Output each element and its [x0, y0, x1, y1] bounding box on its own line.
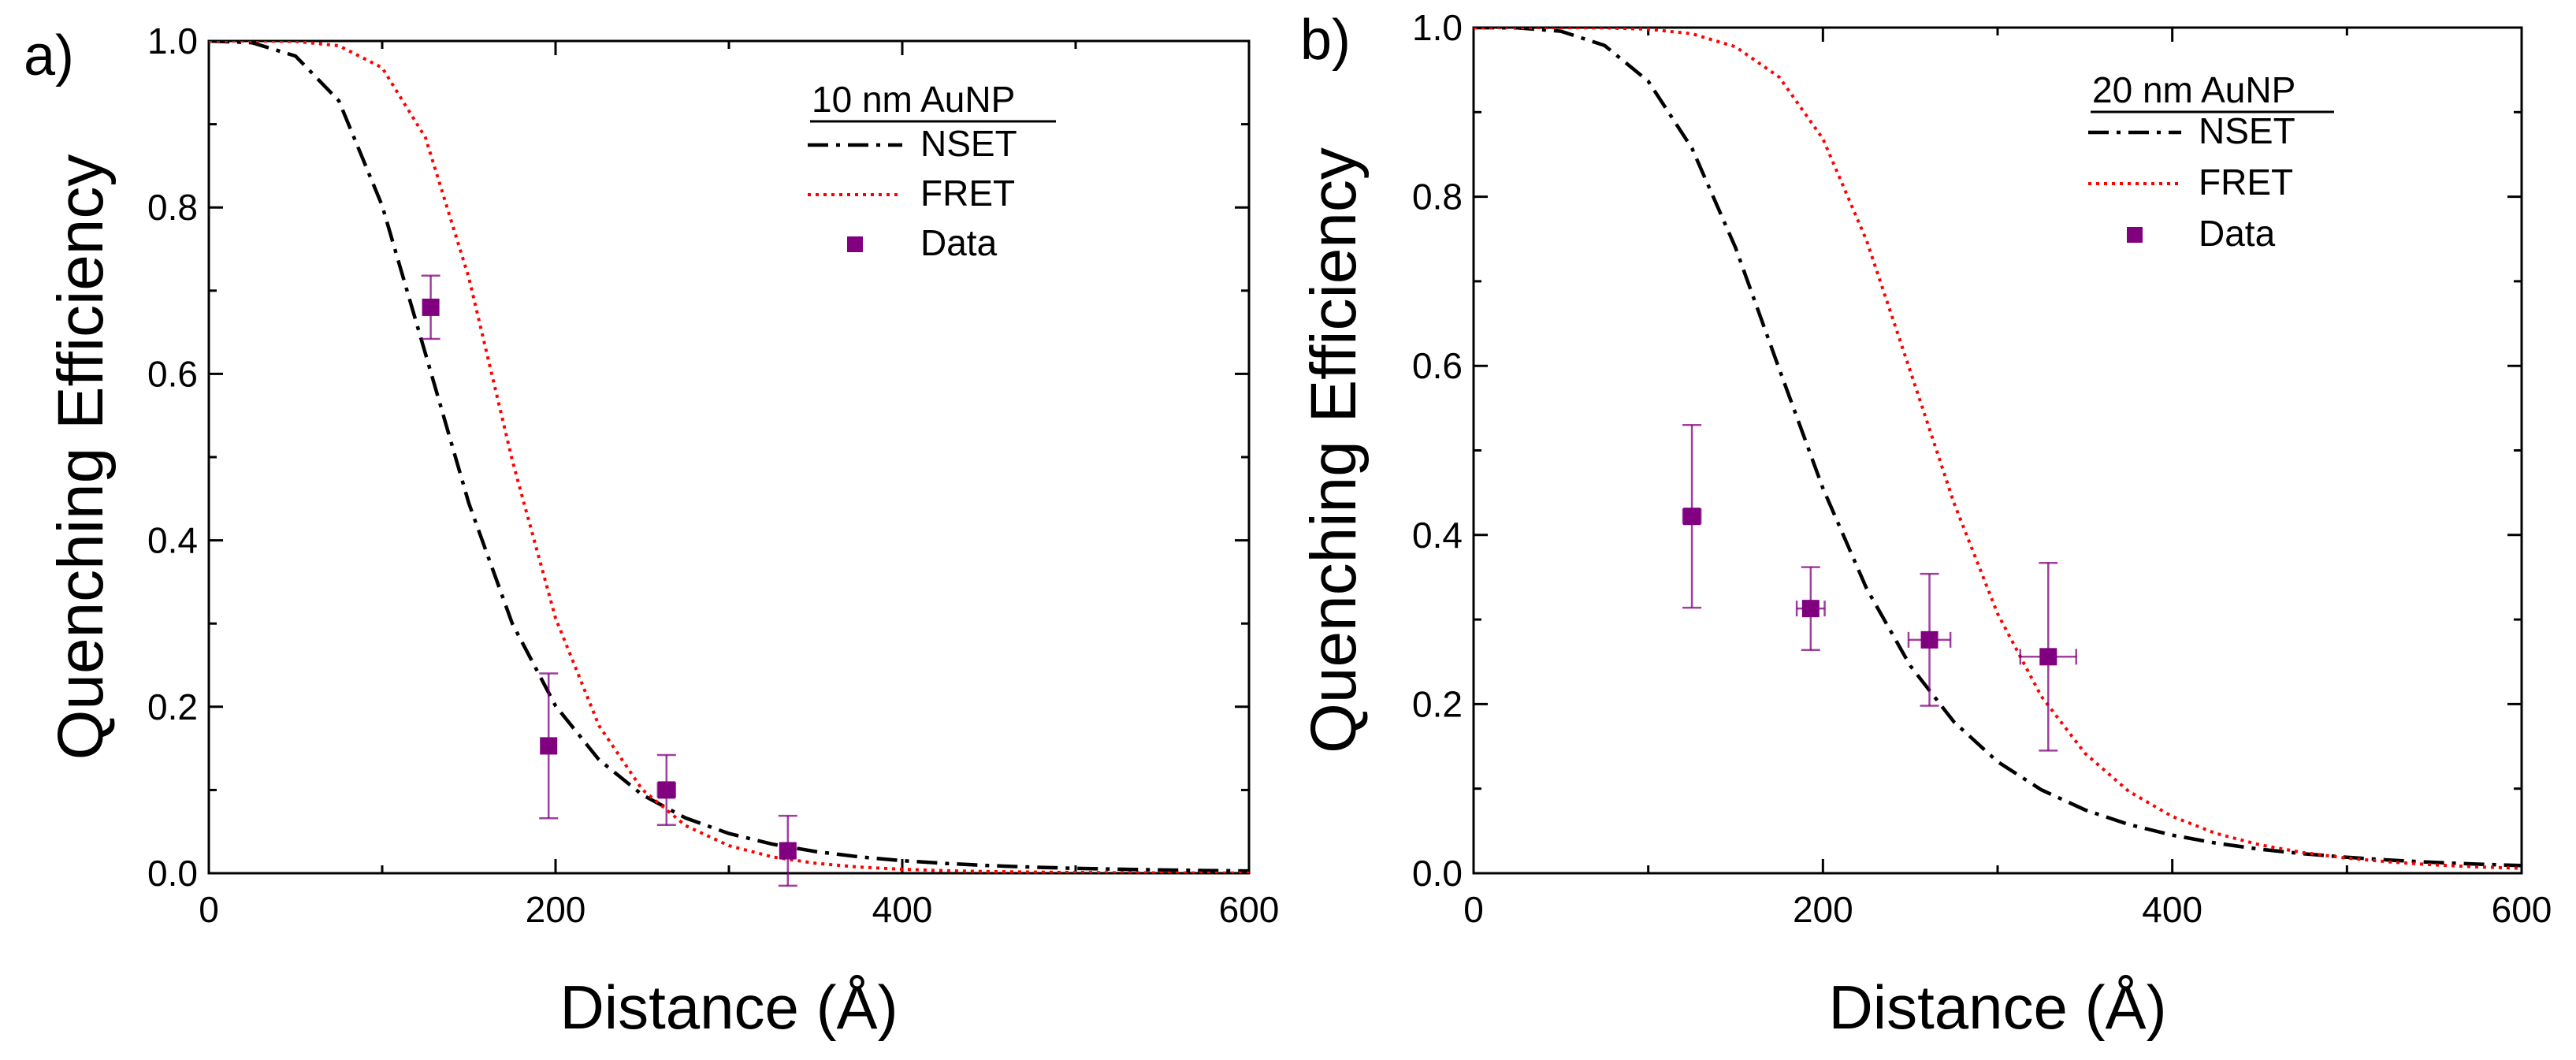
y-tick-label: 0.4	[1412, 515, 1463, 556]
x-tick-label: 600	[1219, 889, 1280, 930]
y-axis-label: Quenching Efficiency	[1298, 147, 1370, 753]
data-marker-square	[779, 842, 797, 860]
panel-b: b) 0 200 400 600 0.0 0.2 0.4 0.6 0.8 1.0 Distance (…	[1298, 7, 2552, 1042]
x-tick-label: 0	[1463, 889, 1484, 930]
legend-swatch-data	[847, 236, 863, 252]
y-tick-label: 0.6	[1412, 345, 1463, 386]
data-point	[421, 274, 440, 340]
y-tick-label: 0.4	[147, 520, 198, 561]
x-tick-label: 600	[2492, 889, 2552, 930]
panel-label: b)	[1300, 9, 1351, 72]
x-axis-label: Distance (Å)	[1828, 973, 2166, 1042]
data-point	[1682, 424, 1702, 609]
data-point	[2019, 561, 2077, 752]
data-marker-square	[540, 737, 558, 755]
series-line-nset	[209, 41, 1249, 873]
data-marker-square	[2039, 648, 2057, 666]
series-line-nset	[1474, 28, 2522, 868]
x-tick-label: 200	[1793, 889, 1853, 930]
y-tick-label: 1.0	[1412, 7, 1463, 48]
legend-title: 20 nm AuNP	[2092, 69, 2295, 110]
y-tick-label: 0.2	[1412, 683, 1463, 724]
data-marker-square	[1920, 630, 1939, 649]
legend-label-data: Data	[920, 222, 998, 263]
legend-label-data: Data	[2199, 213, 2276, 254]
y-tick-label: 0.6	[147, 353, 198, 394]
x-axis-label: Distance (Å)	[559, 973, 898, 1042]
data-point	[539, 672, 559, 820]
panel-a: a) 0 200 400 600 0.0 0.2 0.4 0.6 0.8 1.0 Distance (…	[24, 20, 1279, 1042]
data-point	[656, 753, 677, 827]
legend-swatch-data	[2127, 227, 2143, 243]
y-tick-label: 0.8	[1412, 177, 1463, 218]
data-marker-square	[657, 781, 675, 799]
legend-label-fret: FRET	[2199, 162, 2293, 203]
x-tick-label: 0	[199, 889, 219, 930]
x-tick-label: 200	[526, 889, 586, 930]
y-axis-label: Quenching Efficiency	[45, 154, 117, 761]
data-marker-square	[422, 298, 440, 316]
data-point	[1907, 572, 1952, 707]
y-tick-label: 0.0	[1412, 853, 1463, 894]
data-marker-square	[1683, 508, 1701, 526]
series-line-fret	[209, 41, 1249, 873]
y-tick-label: 1.0	[147, 20, 198, 61]
x-tick-label: 400	[2142, 889, 2202, 930]
legend-title: 10 nm AuNP	[812, 79, 1015, 120]
data-point	[1795, 566, 1826, 651]
legend-label-fret: FRET	[920, 173, 1015, 214]
plot-frame	[1472, 26, 2523, 875]
panel-label: a)	[24, 24, 74, 87]
plot-area	[209, 41, 1249, 873]
legend-label-nset: NSET	[2199, 110, 2295, 151]
data-marker-square	[1801, 600, 1820, 618]
y-tick-label: 0.8	[147, 187, 198, 228]
x-tick-label: 400	[872, 889, 933, 930]
y-tick-label: 0.0	[147, 853, 198, 894]
y-tick-label: 0.2	[147, 686, 198, 727]
data-point	[778, 814, 797, 887]
series-line-fret	[1474, 28, 2522, 870]
legend-label-nset: NSET	[920, 123, 1017, 164]
plot-area	[1474, 28, 2522, 870]
